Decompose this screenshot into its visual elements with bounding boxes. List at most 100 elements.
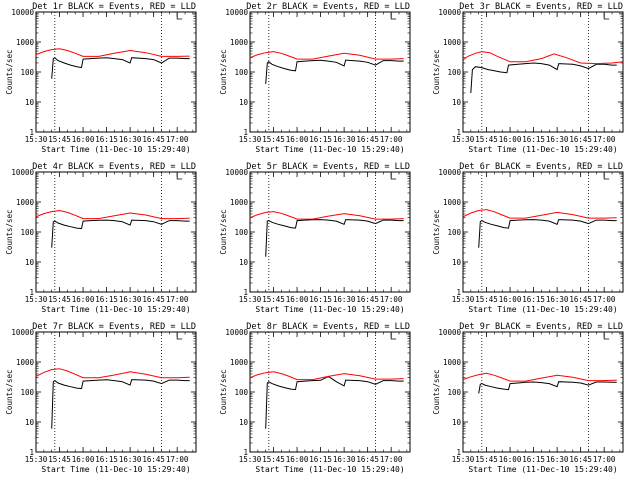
series-events — [470, 62, 617, 94]
y-tick-label: 10 — [25, 258, 35, 267]
y-tick-label: 10 — [25, 418, 35, 427]
y-axis-label: Counts/sec — [432, 369, 441, 414]
y-tick-label: 10000 — [225, 328, 248, 337]
panel-title: Det 1r BLACK = Events, RED = LLD — [32, 2, 196, 12]
panel-2: Det 2r BLACK = Events, RED = LLD 1 10 100 10… — [219, 2, 411, 154]
interval-marker — [603, 333, 610, 340]
x-axis-label: Start Time (11-Dec-10 15:29:40) — [255, 465, 404, 474]
panel-title: Det 3r BLACK = Events, RED = LLD — [459, 2, 623, 12]
y-tick-label: 1000 — [443, 198, 462, 207]
series-events — [51, 57, 190, 79]
x-tick-label: 17:00 — [166, 135, 189, 144]
y-tick-label: 10 — [239, 258, 249, 267]
x-tick-label: 16:15 — [95, 455, 118, 464]
panel-title: Det 2r BLACK = Events, RED = LLD — [246, 2, 410, 12]
y-tick-label: 100 — [234, 388, 248, 397]
y-tick-label: 1000 — [16, 198, 35, 207]
x-tick-label: 17:00 — [593, 455, 616, 464]
panel-title: Det 4r BLACK = Events, RED = LLD — [32, 162, 196, 172]
x-tick-label: 16:45 — [569, 455, 592, 464]
x-tick-label: 15:45 — [262, 455, 285, 464]
x-tick-label: 15:45 — [262, 135, 285, 144]
y-tick-label: 100 — [447, 388, 461, 397]
panel-8: Det 8r BLACK = Events, RED = LLD 1 10 100 10… — [219, 322, 411, 474]
x-axis-label: Start Time (11-Dec-10 15:29:40) — [41, 465, 190, 474]
series-lld — [35, 368, 190, 379]
series-lld — [249, 51, 404, 60]
x-tick-label: 15:45 — [475, 135, 498, 144]
panel-9: Det 9r BLACK = Events, RED = LLD 1 10 100 10… — [432, 322, 624, 474]
y-tick-label: 1 — [29, 128, 34, 137]
panel-title: Det 9r BLACK = Events, RED = LLD — [459, 322, 623, 332]
series-events — [478, 381, 617, 394]
x-tick-label: 16:00 — [286, 135, 309, 144]
y-tick-label: 100 — [20, 388, 34, 397]
x-tick-label: 15:45 — [48, 135, 71, 144]
interval-marker — [390, 173, 397, 180]
x-tick-label: 16:30 — [333, 135, 356, 144]
panel-7: Det 7r BLACK = Events, RED = LLD 1 10 100 10… — [5, 322, 197, 474]
x-tick-label: 16:00 — [499, 455, 522, 464]
plot-frame — [249, 331, 411, 453]
x-tick-label: 15:45 — [475, 295, 498, 304]
x-tick-label: 16:15 — [522, 455, 545, 464]
interval-marker — [176, 13, 183, 20]
x-tick-label: 16:30 — [546, 135, 569, 144]
interval-marker — [390, 13, 397, 20]
series-events — [478, 219, 617, 248]
plot-frame — [462, 331, 624, 453]
series-lld — [462, 209, 617, 219]
x-tick-label: 16:30 — [333, 455, 356, 464]
x-tick-label: 16:45 — [142, 295, 165, 304]
y-tick-label: 1 — [243, 128, 248, 137]
x-tick-label: 15:45 — [262, 295, 285, 304]
y-tick-label: 10000 — [438, 8, 461, 17]
x-axis-label: Start Time (11-Dec-10 15:29:40) — [468, 145, 617, 154]
x-tick-label: 15:30 — [25, 295, 48, 304]
y-tick-label: 100 — [20, 228, 34, 237]
x-tick-label: 15:30 — [239, 295, 262, 304]
y-tick-label: 100 — [234, 228, 248, 237]
x-tick-label: 15:30 — [239, 135, 262, 144]
x-tick-label: 16:15 — [95, 295, 118, 304]
y-tick-label: 1000 — [443, 358, 462, 367]
x-tick-label: 17:00 — [166, 455, 189, 464]
panel-1: Det 1r BLACK = Events, RED = LLD 1 10 100 10… — [5, 2, 197, 154]
series-events — [265, 375, 404, 429]
panel-6: Det 6r BLACK = Events, RED = LLD 1 10 100 10… — [432, 162, 624, 314]
series-lld — [35, 48, 190, 57]
x-tick-label: 15:30 — [452, 455, 475, 464]
y-tick-label: 100 — [20, 68, 34, 77]
y-tick-label: 1 — [456, 448, 461, 457]
y-tick-label: 10 — [452, 98, 462, 107]
x-tick-label: 17:00 — [593, 135, 616, 144]
plot-frame — [462, 171, 624, 293]
x-tick-label: 16:00 — [72, 295, 95, 304]
x-tick-label: 15:30 — [25, 135, 48, 144]
x-tick-label: 16:30 — [119, 135, 142, 144]
interval-marker — [176, 173, 183, 180]
y-tick-label: 1 — [243, 448, 248, 457]
y-tick-label: 10000 — [225, 168, 248, 177]
y-tick-label: 10 — [452, 418, 462, 427]
y-tick-label: 1000 — [230, 358, 249, 367]
y-tick-label: 1 — [456, 128, 461, 137]
x-tick-label: 15:45 — [475, 455, 498, 464]
y-tick-label: 10 — [25, 98, 35, 107]
y-tick-label: 100 — [447, 68, 461, 77]
x-tick-label: 16:15 — [309, 135, 332, 144]
x-tick-label: 15:30 — [452, 135, 475, 144]
series-events — [51, 219, 190, 248]
x-tick-label: 16:45 — [142, 135, 165, 144]
plot-frame — [35, 331, 197, 453]
plot-frame — [249, 11, 411, 133]
series-lld — [249, 371, 404, 381]
x-tick-label: 16:45 — [142, 455, 165, 464]
y-axis-label: Counts/sec — [5, 49, 14, 94]
y-tick-label: 1 — [29, 448, 34, 457]
y-axis-label: Counts/sec — [432, 209, 441, 254]
panel-title: Det 5r BLACK = Events, RED = LLD — [246, 162, 410, 172]
x-tick-label: 16:00 — [286, 455, 309, 464]
x-axis-label: Start Time (11-Dec-10 15:29:40) — [255, 145, 404, 154]
